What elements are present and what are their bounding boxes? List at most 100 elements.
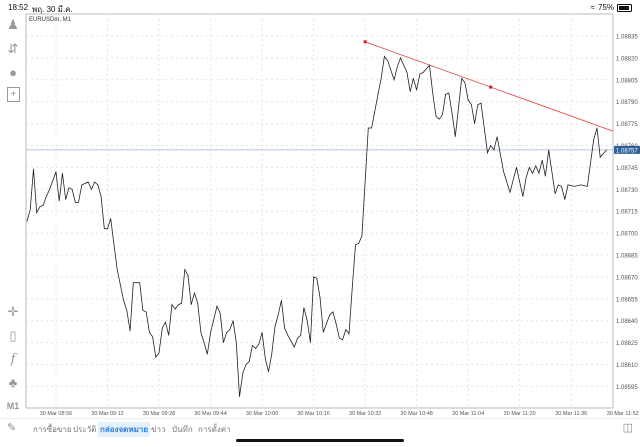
tab-news[interactable]: ข่าว <box>151 425 166 434</box>
price-chart[interactable]: 1.08835 1.08820 1.08805 1.08790 1.08775 1.087… <box>0 0 640 418</box>
price-point <box>94 181 95 183</box>
price-point <box>567 184 569 186</box>
function-icon[interactable]: f <box>10 351 16 367</box>
chat-icon[interactable]: ● <box>9 64 17 80</box>
price-point <box>152 336 153 338</box>
battery-icon <box>617 3 632 12</box>
tab-trade[interactable]: การซื้อขาย <box>33 425 72 434</box>
price-point <box>503 171 504 173</box>
price-point <box>313 276 314 278</box>
price-point <box>461 78 463 79</box>
new-document-icon[interactable]: + <box>7 87 20 102</box>
price-point <box>541 159 543 161</box>
tab-settings[interactable]: การตั้งค่า <box>198 425 231 434</box>
price-point <box>161 327 163 329</box>
trendline-anchor-handle[interactable] <box>489 85 493 89</box>
price-point <box>248 361 250 362</box>
layout-icon[interactable]: ◫ <box>622 422 633 434</box>
price-point <box>239 396 240 397</box>
x-tick-label: 30 Mar 10:00 <box>246 411 278 417</box>
price-point <box>355 244 356 246</box>
price-point <box>171 304 173 305</box>
price-point <box>438 118 440 120</box>
objects-icon[interactable]: ♣ <box>8 374 18 390</box>
crosshair-icon[interactable]: ✛ <box>7 304 19 319</box>
price-point <box>236 342 237 343</box>
price-point <box>113 244 115 246</box>
x-tick-label: 30 Mar 08:56 <box>40 411 72 417</box>
y-tick-label: 1.08610 <box>616 363 638 369</box>
price-point <box>406 72 408 73</box>
y-tick-label: 1.08670 <box>616 275 638 281</box>
price-point <box>132 282 134 284</box>
price-point <box>100 196 102 197</box>
price-point <box>538 172 540 174</box>
price-point <box>174 308 176 310</box>
price-point <box>255 348 256 349</box>
price-point <box>593 139 595 140</box>
price-point <box>371 127 372 129</box>
price-point <box>65 199 66 200</box>
price-point <box>606 149 607 151</box>
candlestick-icon[interactable]: ▯ <box>9 328 17 343</box>
price-point <box>316 278 318 279</box>
x-tick-label: 30 Mar 11:20 <box>504 411 536 417</box>
price-point <box>104 228 105 230</box>
tab-history[interactable]: ประวัติ <box>73 425 97 434</box>
price-point <box>203 342 205 343</box>
price-point <box>274 326 276 327</box>
price-point <box>126 310 128 311</box>
price-point <box>487 152 488 154</box>
tab-journal[interactable]: บันทึก <box>172 425 193 434</box>
edit-icon[interactable]: ✎ <box>7 422 17 434</box>
price-point <box>71 189 73 190</box>
timeframe-button[interactable]: M1 <box>6 401 20 411</box>
price-point <box>158 352 160 354</box>
price-point <box>107 228 108 230</box>
trendline[interactable] <box>364 41 614 132</box>
price-point <box>123 299 124 301</box>
price-point <box>558 184 559 186</box>
price-point <box>287 335 289 336</box>
trendline-anchor-handle[interactable] <box>363 40 367 44</box>
price-point <box>496 136 498 138</box>
price-point <box>110 218 112 219</box>
bottom-tab-bar: ✎ การซื้อขาย ประวัติ กล่องจดหมาย ข่าว บั… <box>0 418 640 437</box>
price-point <box>564 199 566 200</box>
price-point <box>368 127 369 129</box>
price-point <box>33 168 34 170</box>
price-point <box>535 165 537 167</box>
price-point <box>358 243 359 244</box>
plot-frame <box>25 13 614 409</box>
price-point <box>454 136 456 138</box>
y-tick-label: 1.08685 <box>616 254 638 260</box>
price-point <box>587 186 588 187</box>
price-point <box>561 186 562 187</box>
price-point <box>319 297 321 298</box>
tab-mailbox[interactable]: กล่องจดหมาย <box>98 422 151 437</box>
price-point <box>200 332 202 333</box>
y-tick-label: 1.08595 <box>616 385 638 391</box>
price-point <box>384 56 385 57</box>
price-point <box>229 329 231 330</box>
chart-symbol-title: EURUSDm, M1 <box>29 17 72 23</box>
y-tick-label: 1.08835 <box>616 35 638 41</box>
price-point <box>377 94 379 95</box>
price-point <box>599 156 601 158</box>
price-point <box>210 332 211 333</box>
price-point <box>187 275 189 276</box>
trade-arrows-icon[interactable]: ⇵ <box>7 41 19 56</box>
price-point <box>226 332 227 333</box>
price-point <box>149 332 150 333</box>
price-point <box>252 345 253 346</box>
price-point <box>165 321 166 323</box>
price-point <box>168 335 169 336</box>
price-point <box>97 184 99 186</box>
price-point <box>277 314 279 316</box>
price-point <box>261 332 263 333</box>
price-point <box>387 60 388 62</box>
account-icon[interactable]: ♟ <box>7 17 19 32</box>
price-point <box>471 104 472 105</box>
x-tick-label: 30 Mar 10:16 <box>297 411 329 417</box>
price-point <box>129 330 131 332</box>
